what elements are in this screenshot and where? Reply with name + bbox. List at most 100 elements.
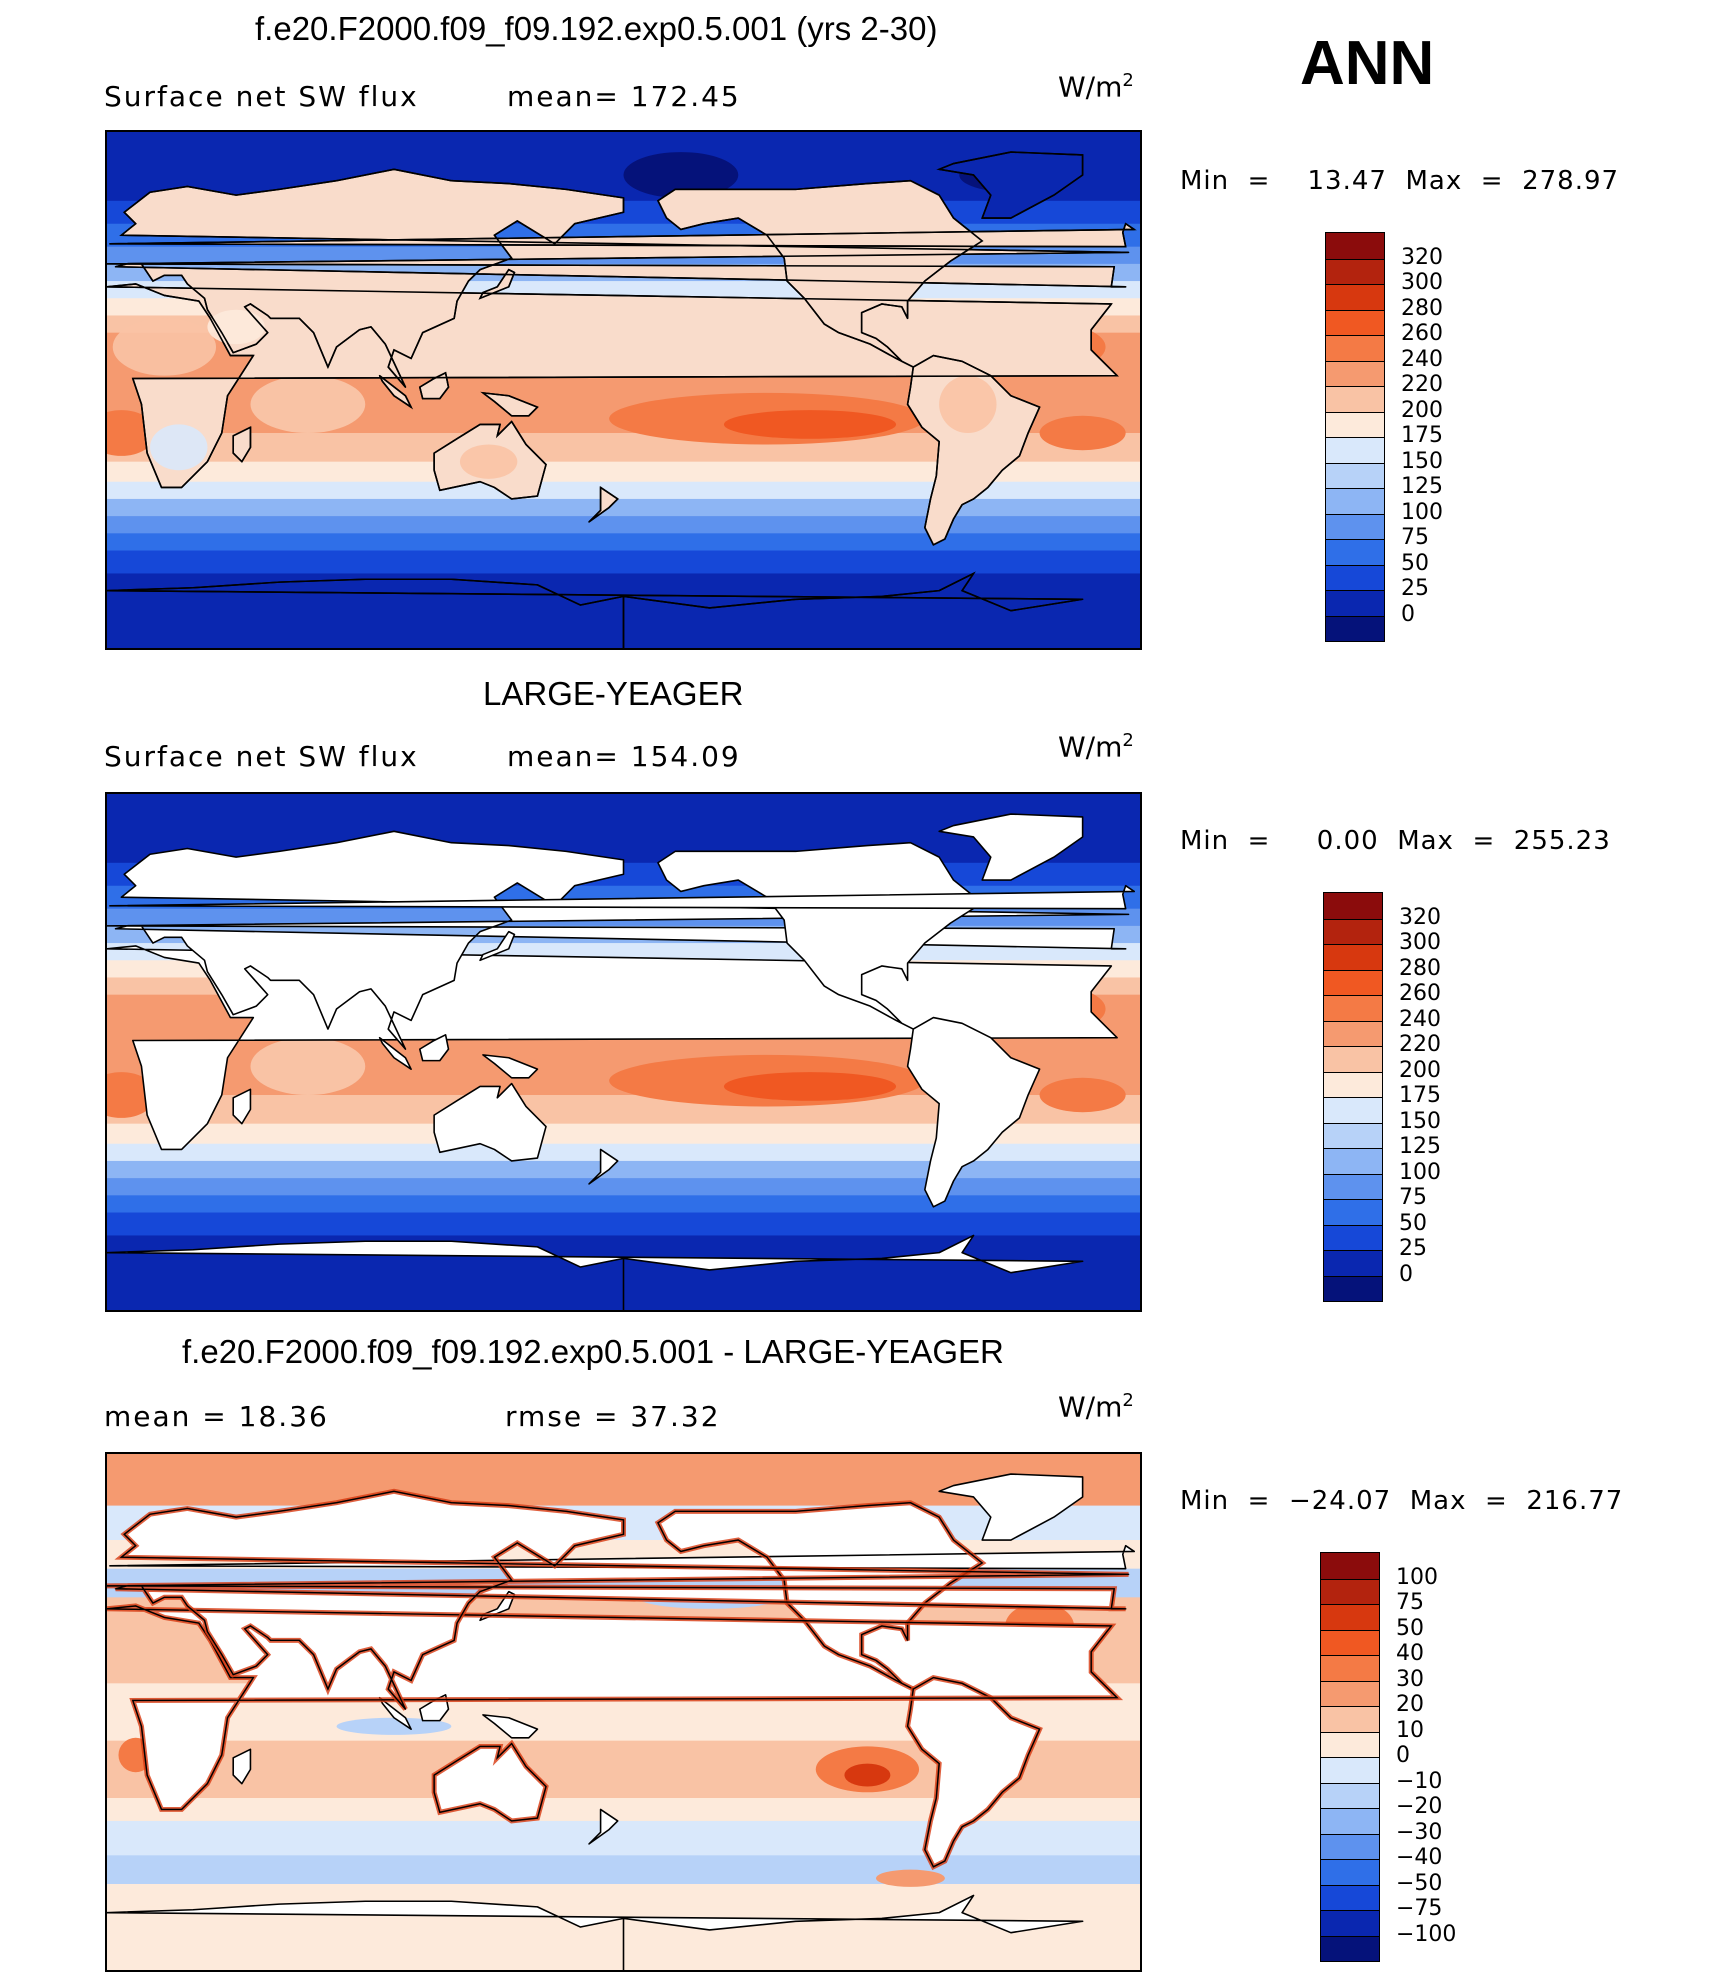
colorbar-tick-label: 0 <box>1396 1743 1410 1768</box>
colorbar-tick-label: −10 <box>1396 1768 1443 1794</box>
africa-coastline <box>107 1605 1119 1811</box>
colorbar-swatches <box>1323 892 1383 1302</box>
panel-1-units: W/m2 <box>1058 70 1134 104</box>
colorbar-tick-label: 260 <box>1399 981 1441 1006</box>
colorbar-swatch <box>1326 335 1384 361</box>
field-anomaly <box>844 1763 891 1787</box>
colorbar-tick-label: 75 <box>1396 1590 1424 1615</box>
colorbar-swatch <box>1326 564 1384 590</box>
colorbar-swatch <box>1326 386 1384 412</box>
zonal-band <box>107 1798 1140 1822</box>
colorbar-swatch <box>1321 1910 1379 1936</box>
colorbar-swatch <box>1326 411 1384 437</box>
colorbar-tick-label: −30 <box>1396 1819 1443 1845</box>
field-anomaly <box>250 1037 366 1095</box>
colorbar-tick-label: 280 <box>1401 295 1443 321</box>
zonal-band <box>107 1855 1140 1885</box>
panel-1-min-max: Min = 13.47 Max = 278.97 <box>1180 166 1620 196</box>
field-anomaly <box>250 375 366 433</box>
colorbar-swatches <box>1320 1552 1380 1962</box>
panel-3-mean-label: mean = 18.36 <box>104 1400 329 1433</box>
colorbar-tick-label: 25 <box>1401 576 1429 601</box>
colorbar-tick-label: 100 <box>1399 1159 1441 1185</box>
colorbar-swatch <box>1324 1199 1382 1225</box>
eurasia-landmass <box>107 830 1130 1050</box>
colorbar-swatch <box>1326 513 1384 539</box>
colorbar-tick-label: 40 <box>1396 1641 1424 1666</box>
eurasia-coastline <box>107 1490 1129 1710</box>
zonal-band <box>107 481 1140 500</box>
colorbar-swatch <box>1326 539 1384 565</box>
colorbar-tick-label: 150 <box>1401 448 1443 474</box>
newzealand-coastline <box>588 485 619 523</box>
greenland-landmass <box>938 1473 1084 1541</box>
colorbar-tick-label: 175 <box>1401 423 1443 448</box>
field-anomaly <box>876 1869 945 1887</box>
antarctica-landmass <box>107 1234 1084 1310</box>
borneo-coastline <box>418 371 450 400</box>
eurasia-coastline <box>107 168 1129 388</box>
colorbar-tick-label: 125 <box>1399 1134 1441 1159</box>
field-anomaly <box>723 1072 897 1101</box>
africa-coastline <box>107 283 1120 489</box>
antarctica-coastline <box>107 571 1083 648</box>
colorbar-swatch <box>1321 1935 1379 1961</box>
northamerica-landmass <box>657 841 984 1030</box>
panel-2-units: W/m2 <box>1058 730 1134 764</box>
greenland-coastline <box>936 151 1084 219</box>
colorbar-swatch <box>1324 995 1382 1021</box>
southamerica-landmass <box>906 1016 1041 1208</box>
panel-2-mean-label: mean= 154.09 <box>507 740 741 773</box>
panel-3-map <box>105 1452 1142 1972</box>
panel-2-map <box>105 792 1142 1312</box>
land-shading <box>459 444 518 479</box>
colorbar-tick-label: 100 <box>1396 1564 1438 1590</box>
colorbar-tick-label: 100 <box>1401 499 1443 525</box>
australia-coastline <box>433 420 547 500</box>
newguinea-coastline <box>480 391 539 417</box>
colorbar-swatch <box>1321 1655 1379 1681</box>
field-anomaly <box>336 1717 452 1735</box>
zonal-band <box>107 1212 1140 1237</box>
colorbar-tick-label: 240 <box>1399 1006 1441 1032</box>
uk-coastline <box>109 222 1137 248</box>
panel-2-min-max: Min = 0.00 Max = 255.23 <box>1180 826 1611 856</box>
colorbar-tick-label: 50 <box>1401 550 1429 576</box>
colorbar-swatch <box>1324 1020 1382 1046</box>
colorbar-tick-label: 280 <box>1399 955 1441 981</box>
land-shading <box>939 375 997 433</box>
colorbar-swatch <box>1324 1173 1382 1199</box>
colorbar-tick-label: 0 <box>1401 601 1415 627</box>
panel-3-min-max: Min = −24.07 Max = 216.77 <box>1180 1486 1624 1516</box>
panel-1-title: f.e20.F2000.f09_f09.192.exp0.5.001 (yrs … <box>255 10 938 47</box>
colorbar-tick-label: 220 <box>1401 372 1443 397</box>
colorbar-tick-label: −50 <box>1396 1870 1443 1896</box>
newguinea-landmass <box>482 1054 539 1079</box>
panel-3-units: W/m2 <box>1058 1390 1134 1424</box>
zonal-band <box>107 1178 1140 1197</box>
colorbar-tick-label: 300 <box>1401 270 1443 295</box>
colorbar-swatch <box>1321 1680 1379 1706</box>
colorbar-swatch <box>1326 590 1384 616</box>
zonal-band <box>107 1123 1140 1145</box>
map-canvas <box>107 132 1140 648</box>
season-label: ANN <box>1300 29 1435 98</box>
colorbar-tick-label: 10 <box>1396 1717 1424 1743</box>
colorbar-swatch <box>1324 1046 1382 1072</box>
panel-2-variable-label: Surface net SW flux <box>104 740 419 773</box>
colorbar-tick-label: 30 <box>1396 1666 1424 1692</box>
colorbar-tick-label: 220 <box>1399 1032 1441 1057</box>
colorbar-swatch <box>1321 1706 1379 1732</box>
colorbar-tick-label: 25 <box>1399 1236 1427 1261</box>
field-anomaly <box>623 152 739 198</box>
japan-landmass <box>479 930 516 962</box>
colorbar-tick-label: −100 <box>1396 1921 1457 1947</box>
colorbar-swatch <box>1326 462 1384 488</box>
northamerica-coastline <box>656 179 984 368</box>
colorbar-swatch <box>1321 1782 1379 1808</box>
zonal-band <box>107 1454 1140 1507</box>
madagascar-coastline <box>232 426 252 463</box>
colorbar-tick-label: 150 <box>1399 1108 1441 1134</box>
colorbar-swatch <box>1326 360 1384 386</box>
colorbar-tick-label: 125 <box>1401 474 1443 499</box>
